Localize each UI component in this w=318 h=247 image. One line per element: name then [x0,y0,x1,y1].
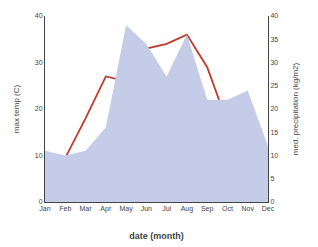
svg-text:Jul: Jul [162,205,171,212]
svg-text:Nov: Nov [242,205,255,212]
svg-text:5: 5 [270,175,274,182]
svg-text:15: 15 [270,129,278,136]
svg-text:20: 20 [270,105,278,112]
svg-text:Aug: Aug [181,205,194,213]
svg-text:Apr: Apr [100,205,112,213]
svg-text:0: 0 [39,198,43,205]
svg-text:35: 35 [270,36,278,43]
svg-text:40: 40 [35,12,43,19]
svg-text:40: 40 [270,12,278,19]
svg-text:Feb: Feb [59,205,71,212]
svg-text:date (month): date (month) [129,231,184,241]
svg-text:Sep: Sep [201,205,214,213]
svg-text:max temp (C): max temp (C) [12,84,21,133]
svg-text:Oct: Oct [222,205,233,212]
svg-text:med. precipitation (kg/m2): med. precipitation (kg/m2) [291,62,300,155]
svg-text:Dec: Dec [262,205,275,212]
svg-text:20: 20 [35,105,43,112]
svg-text:10: 10 [270,152,278,159]
svg-text:May: May [119,205,133,213]
svg-text:30: 30 [35,59,43,66]
svg-text:25: 25 [270,82,278,89]
svg-text:Jan: Jan [39,205,50,212]
svg-text:0: 0 [270,198,274,205]
svg-text:30: 30 [270,59,278,66]
svg-text:Jun: Jun [141,205,152,212]
svg-text:10: 10 [35,152,43,159]
svg-text:Mar: Mar [80,205,93,212]
